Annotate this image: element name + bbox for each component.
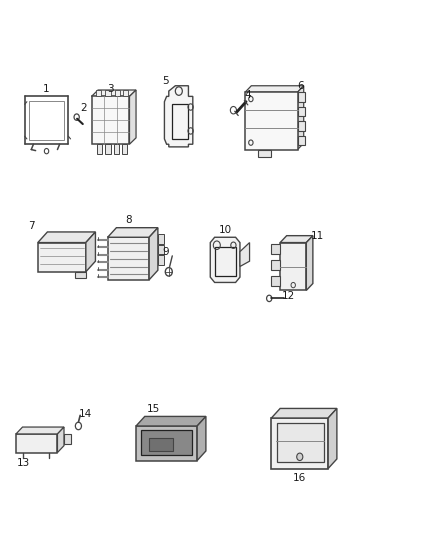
- Bar: [96, 90, 101, 96]
- Bar: [158, 235, 164, 244]
- Text: 12: 12: [281, 291, 295, 301]
- Text: 8: 8: [125, 215, 132, 225]
- Polygon shape: [86, 232, 95, 272]
- Bar: [141, 430, 192, 455]
- Bar: [297, 136, 305, 146]
- Polygon shape: [57, 427, 64, 453]
- Text: 14: 14: [79, 409, 92, 419]
- Bar: [122, 144, 127, 154]
- Bar: [271, 260, 280, 270]
- Text: 1: 1: [43, 84, 50, 94]
- Polygon shape: [16, 434, 57, 453]
- Text: 3: 3: [107, 84, 114, 94]
- Bar: [106, 90, 111, 96]
- Bar: [297, 121, 305, 131]
- Polygon shape: [197, 416, 206, 461]
- Bar: [277, 423, 324, 462]
- Polygon shape: [240, 243, 250, 266]
- Polygon shape: [272, 408, 337, 418]
- Circle shape: [297, 453, 303, 461]
- Bar: [271, 244, 280, 254]
- Bar: [115, 90, 120, 96]
- Polygon shape: [38, 232, 95, 243]
- Polygon shape: [297, 86, 304, 150]
- Bar: [258, 150, 271, 157]
- Bar: [97, 144, 102, 154]
- Polygon shape: [136, 426, 197, 461]
- Bar: [158, 245, 164, 254]
- Bar: [297, 107, 305, 116]
- Text: 9: 9: [162, 247, 169, 256]
- Bar: [64, 434, 71, 443]
- Polygon shape: [272, 418, 328, 469]
- Text: 15: 15: [147, 404, 160, 414]
- Bar: [114, 144, 120, 154]
- Polygon shape: [38, 243, 86, 272]
- Bar: [297, 92, 305, 102]
- Bar: [75, 272, 86, 278]
- Text: 5: 5: [162, 77, 169, 86]
- Text: 13: 13: [17, 458, 31, 468]
- Polygon shape: [136, 416, 206, 426]
- Bar: [29, 101, 64, 140]
- Bar: [149, 438, 173, 451]
- Text: 7: 7: [28, 221, 35, 231]
- Bar: [172, 104, 188, 139]
- Polygon shape: [108, 237, 149, 280]
- Polygon shape: [210, 237, 240, 282]
- Polygon shape: [328, 408, 337, 469]
- Bar: [106, 144, 111, 154]
- Polygon shape: [164, 86, 193, 147]
- Polygon shape: [149, 228, 158, 280]
- Polygon shape: [108, 228, 158, 237]
- Bar: [92, 96, 130, 144]
- Polygon shape: [306, 236, 313, 290]
- Text: 10: 10: [219, 225, 232, 236]
- Polygon shape: [280, 236, 313, 243]
- Bar: [215, 247, 236, 276]
- Bar: [245, 92, 297, 150]
- Polygon shape: [245, 86, 304, 92]
- Polygon shape: [280, 243, 306, 290]
- Text: 6: 6: [297, 81, 304, 91]
- Polygon shape: [16, 427, 64, 434]
- Text: 11: 11: [311, 231, 324, 241]
- Bar: [271, 276, 280, 286]
- Bar: [158, 255, 164, 265]
- Text: 4: 4: [244, 90, 251, 100]
- Text: 16: 16: [293, 473, 307, 483]
- Text: 2: 2: [80, 103, 87, 113]
- Polygon shape: [92, 90, 136, 96]
- Bar: [123, 90, 128, 96]
- Polygon shape: [130, 90, 136, 144]
